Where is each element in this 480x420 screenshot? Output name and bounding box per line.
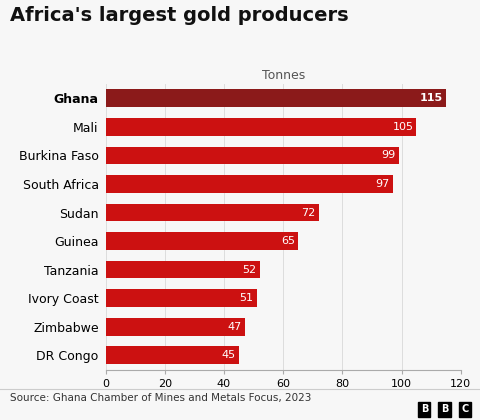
Bar	[106, 204, 319, 221]
Text: 115: 115	[420, 93, 443, 103]
Text: C: C	[461, 404, 468, 415]
Text: B: B	[441, 404, 448, 415]
Bar	[106, 89, 446, 107]
Text: 72: 72	[301, 207, 316, 218]
Text: 105: 105	[393, 122, 413, 132]
Text: 45: 45	[222, 350, 236, 360]
Bar	[106, 232, 298, 250]
Text: Tonnes: Tonnes	[262, 69, 305, 82]
Text: 99: 99	[382, 150, 396, 160]
Bar	[106, 118, 416, 136]
Bar	[106, 346, 239, 364]
Bar	[106, 318, 245, 336]
Bar	[106, 147, 398, 164]
Bar	[106, 175, 393, 193]
Bar	[106, 289, 256, 307]
Text: Africa's largest gold producers: Africa's largest gold producers	[10, 6, 348, 25]
Text: B: B	[420, 404, 428, 415]
Text: 51: 51	[240, 293, 253, 303]
Text: 65: 65	[281, 236, 295, 246]
Text: Source: Ghana Chamber of Mines and Metals Focus, 2023: Source: Ghana Chamber of Mines and Metal…	[10, 393, 311, 403]
Text: 52: 52	[242, 265, 256, 275]
Bar	[106, 261, 260, 278]
Text: 47: 47	[228, 322, 242, 332]
Text: 97: 97	[375, 179, 390, 189]
